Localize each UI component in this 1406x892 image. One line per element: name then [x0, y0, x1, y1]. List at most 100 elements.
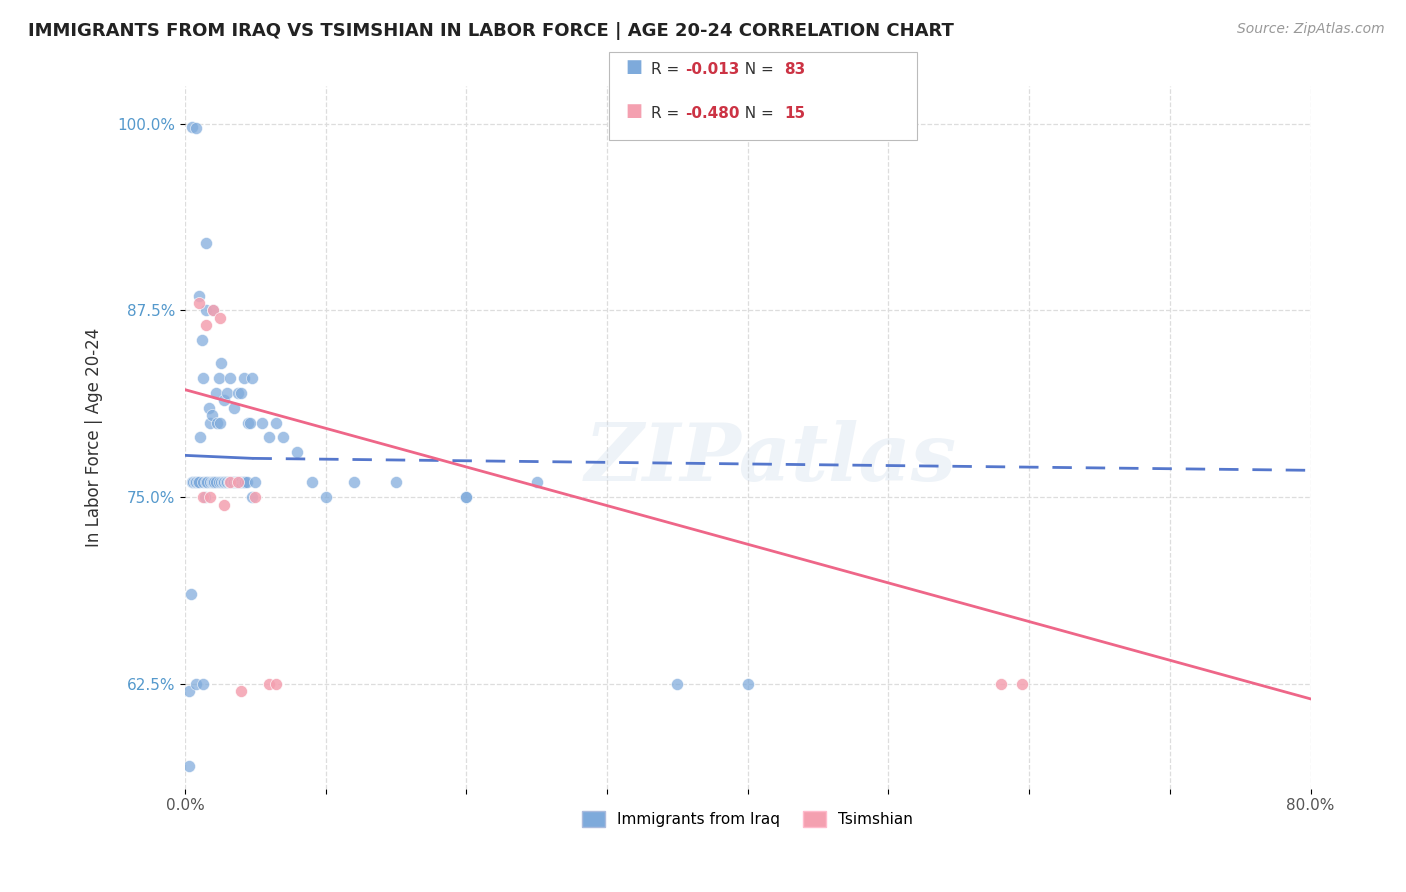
Point — [456, 490, 478, 504]
Point — [186, 677, 208, 691]
Point — [242, 490, 264, 504]
Point — [215, 475, 238, 490]
Text: -0.480: -0.480 — [685, 106, 740, 121]
Point — [219, 475, 242, 490]
Point — [186, 475, 208, 490]
Point — [188, 288, 211, 302]
Point — [209, 310, 232, 325]
Point — [198, 401, 221, 415]
Point — [235, 475, 257, 490]
Point — [186, 121, 208, 136]
Point — [214, 393, 236, 408]
Point — [233, 370, 256, 384]
Point — [187, 475, 209, 490]
Text: IMMIGRANTS FROM IRAQ VS TSIMSHIAN IN LABOR FORCE | AGE 20-24 CORRELATION CHART: IMMIGRANTS FROM IRAQ VS TSIMSHIAN IN LAB… — [28, 22, 955, 40]
Point — [200, 416, 222, 430]
Point — [259, 430, 281, 444]
Point — [183, 475, 205, 490]
Point — [193, 490, 215, 504]
Point — [179, 684, 201, 698]
Point — [236, 475, 259, 490]
Text: N =: N = — [735, 62, 779, 78]
Point — [266, 416, 288, 430]
Point — [190, 430, 212, 444]
Point — [193, 677, 215, 691]
Point — [224, 475, 246, 490]
Point — [990, 677, 1012, 691]
Point — [231, 475, 253, 490]
Point — [201, 408, 224, 422]
Point — [214, 475, 236, 490]
Point — [191, 334, 214, 348]
Point — [273, 430, 295, 444]
Point — [1011, 677, 1033, 691]
Point — [217, 475, 239, 490]
Point — [228, 475, 250, 490]
Point — [228, 475, 250, 490]
Point — [526, 475, 548, 490]
Text: 83: 83 — [785, 62, 806, 78]
Point — [204, 475, 226, 490]
Text: ■: ■ — [626, 58, 643, 77]
Point — [205, 475, 228, 490]
Point — [385, 475, 408, 490]
Point — [266, 677, 288, 691]
Text: -0.013: -0.013 — [685, 62, 740, 78]
Point — [222, 475, 245, 490]
Point — [737, 677, 759, 691]
Point — [200, 490, 222, 504]
Point — [232, 475, 254, 490]
Point — [193, 475, 215, 490]
Point — [188, 296, 211, 310]
Point — [231, 684, 253, 698]
Text: 15: 15 — [785, 106, 806, 121]
Point — [195, 303, 218, 318]
Point — [219, 370, 242, 384]
Point — [181, 475, 204, 490]
Point — [200, 475, 222, 490]
Point — [202, 303, 225, 318]
Point — [226, 475, 249, 490]
Point — [252, 416, 274, 430]
Point — [218, 475, 240, 490]
Point — [224, 401, 246, 415]
Point — [233, 475, 256, 490]
Point — [179, 759, 201, 773]
Point — [212, 475, 235, 490]
Text: R =: R = — [651, 106, 685, 121]
Point — [195, 236, 218, 251]
Point — [231, 385, 253, 400]
Point — [245, 490, 267, 504]
Text: Source: ZipAtlas.com: Source: ZipAtlas.com — [1237, 22, 1385, 37]
Point — [225, 475, 247, 490]
Point — [245, 475, 267, 490]
Point — [217, 385, 239, 400]
Point — [343, 475, 366, 490]
Point — [207, 416, 229, 430]
Text: N =: N = — [735, 106, 779, 121]
Point — [666, 677, 689, 691]
Text: ■: ■ — [626, 103, 643, 120]
Point — [205, 385, 228, 400]
Point — [219, 475, 242, 490]
Point — [181, 120, 204, 134]
Point — [211, 475, 233, 490]
Point — [287, 445, 309, 459]
Point — [197, 475, 219, 490]
Y-axis label: In Labor Force | Age 20-24: In Labor Force | Age 20-24 — [86, 328, 103, 547]
Legend: Immigrants from Iraq, Tsimshian: Immigrants from Iraq, Tsimshian — [576, 805, 920, 833]
Point — [229, 475, 252, 490]
Point — [188, 475, 211, 490]
Point — [221, 475, 243, 490]
Point — [238, 416, 260, 430]
Text: ZIPatlas: ZIPatlas — [583, 420, 956, 497]
Text: R =: R = — [651, 62, 685, 78]
Point — [228, 385, 250, 400]
Point — [209, 416, 232, 430]
Point — [194, 490, 217, 504]
Point — [456, 490, 478, 504]
Point — [193, 370, 215, 384]
Point — [180, 587, 202, 601]
Point — [211, 356, 233, 370]
Point — [201, 475, 224, 490]
